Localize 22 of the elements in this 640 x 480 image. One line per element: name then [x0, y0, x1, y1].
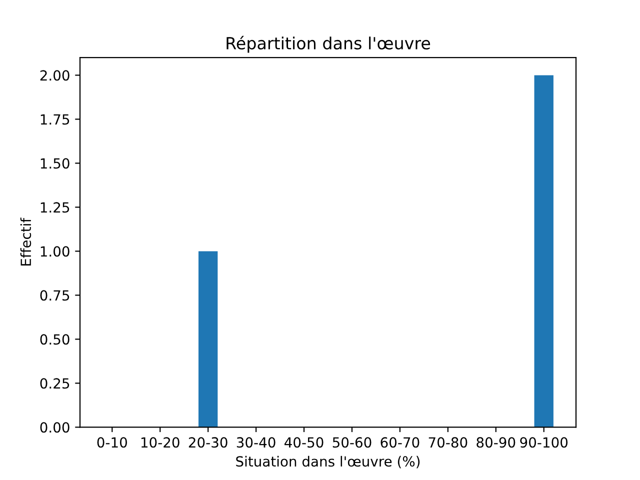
x-tick-label: 50-60	[332, 437, 372, 448]
x-tick-label: 30-40	[236, 437, 276, 448]
x-tick-label: 40-50	[284, 437, 324, 448]
y-tick-label: 2.00	[40, 70, 70, 81]
x-axis-title: Situation dans l'œuvre (%)	[236, 456, 420, 468]
y-tick-label: 0.75	[40, 290, 70, 301]
chart-title: Répartition dans l'œuvre	[226, 36, 430, 53]
y-tick-label: 0.00	[40, 422, 70, 433]
x-tick-label: 80-90	[476, 437, 516, 448]
y-tick-label: 0.50	[40, 334, 70, 345]
y-axis-title: Effectif	[20, 218, 32, 266]
y-tick-label: 1.75	[40, 114, 70, 125]
x-tick-label: 20-30	[188, 437, 228, 448]
x-tick-label: 70-80	[428, 437, 468, 448]
x-tick-label: 90-100	[520, 437, 568, 448]
y-tick-label: 1.50	[40, 158, 70, 169]
y-tick-label: 0.25	[40, 378, 70, 389]
x-tick-label: 10-20	[141, 437, 180, 448]
x-tick-label: 0-10	[97, 437, 127, 448]
y-tick-label: 1.25	[40, 202, 70, 213]
x-tick-label: 60-70	[380, 437, 420, 448]
y-tick-label: 1.00	[40, 246, 70, 257]
